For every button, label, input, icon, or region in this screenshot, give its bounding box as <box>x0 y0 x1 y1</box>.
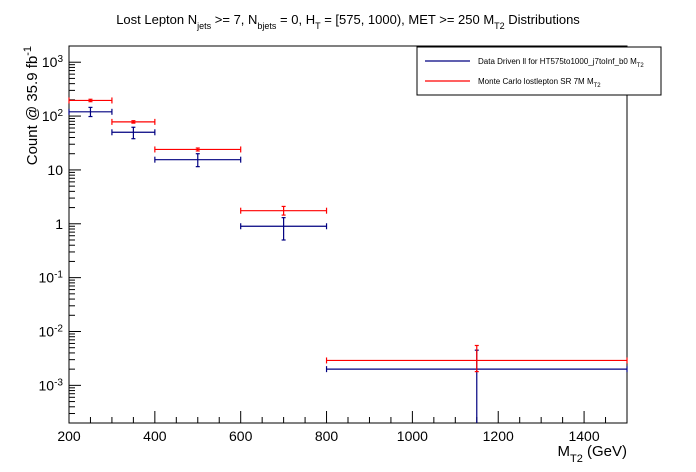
y-tick-label: 103 <box>42 54 64 71</box>
data-point <box>325 344 628 373</box>
y-tick-label: 1 <box>55 216 63 232</box>
data-point <box>154 153 242 168</box>
y-axis: 10-3 10-2 10-1 1 10 102 103 <box>39 45 81 424</box>
x-tick-label: 400 <box>143 428 167 444</box>
x-tick-label: 1200 <box>483 428 514 444</box>
data-point <box>154 146 242 153</box>
chart-title: Lost Lepton Njets >= 7, Nbjets = 0, HT =… <box>116 12 580 31</box>
x-tick-label: 1000 <box>397 428 428 444</box>
data-point <box>68 97 113 104</box>
y-tick-label: 10-1 <box>39 269 64 286</box>
y-tick-label: 10-2 <box>39 323 64 340</box>
data-point <box>111 126 156 140</box>
y-axis-label: Count @ 35.9 fb-1 <box>22 46 41 165</box>
x-tick-label: 1400 <box>568 428 599 444</box>
data-point <box>240 217 328 241</box>
x-tick-label: 600 <box>229 428 253 444</box>
data-point <box>240 205 328 216</box>
x-axis: 200 400 600 800 1000 1200 1400 <box>57 411 628 444</box>
x-tick-label: 200 <box>57 428 81 444</box>
y-tick-label: 10 <box>47 162 63 178</box>
series-2 <box>68 97 628 373</box>
x-axis-label: MT2 (GeV) <box>557 443 627 465</box>
series-layer <box>68 97 628 423</box>
legend-label-1: Data Driven ll for HT575to1000_j7toInf_b… <box>478 57 644 69</box>
y-tick-label: 102 <box>42 108 64 125</box>
x-tick-label: 800 <box>315 428 339 444</box>
data-point <box>68 106 113 118</box>
legend-box <box>416 46 662 96</box>
data-point <box>111 118 156 125</box>
y-tick-label: 10-3 <box>39 377 64 394</box>
legend-label-2: Monte Carlo lostlepton SR 7M MT2 <box>478 77 601 89</box>
legend: Data Driven ll for HT575to1000_j7toInf_b… <box>416 46 662 96</box>
